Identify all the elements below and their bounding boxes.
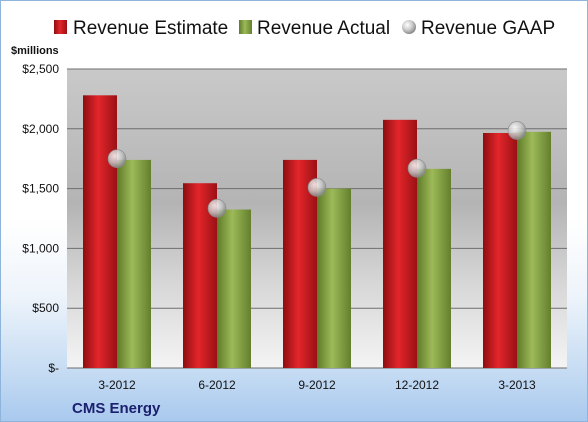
company-name: CMS Energy bbox=[72, 400, 161, 417]
x-tick-label: 3-2013 bbox=[498, 378, 536, 392]
legend-label-revenue-estimate: Revenue Estimate bbox=[73, 18, 228, 39]
bar-revenue-estimate bbox=[483, 132, 517, 368]
legend-label-revenue-gaap: Revenue GAAP bbox=[421, 18, 555, 39]
legend-label-revenue-actual: Revenue Actual bbox=[257, 18, 390, 39]
legend: Revenue Estimate Revenue Actual Revenue … bbox=[54, 18, 555, 39]
y-tick-label: $1,500 bbox=[22, 182, 59, 196]
legend-marker-revenue-gaap bbox=[402, 20, 416, 34]
x-tick-label: 6-2012 bbox=[198, 378, 236, 392]
y-tick-label: $500 bbox=[32, 301, 59, 315]
bar-revenue-estimate bbox=[83, 95, 117, 368]
x-axis-ticks: 3-2012 6-2012 9-2012 12-2012 3-2013 bbox=[98, 378, 536, 392]
x-tick-label: 3-2012 bbox=[98, 378, 136, 392]
y-axis-ticks: $- $500 $1,000 $1,500 $2,000 $2,500 bbox=[22, 62, 59, 375]
legend-swatch-revenue-actual bbox=[239, 20, 252, 34]
marker-revenue-gaap bbox=[507, 121, 527, 140]
legend-swatch-revenue-estimate bbox=[54, 20, 67, 34]
bar-revenue-actual bbox=[517, 131, 551, 368]
bar-revenue-actual bbox=[317, 188, 351, 368]
marker-revenue-gaap bbox=[307, 178, 327, 197]
bar-revenue-actual bbox=[217, 209, 251, 368]
marker-revenue-gaap bbox=[407, 158, 427, 178]
gaap-markers bbox=[107, 121, 527, 218]
bar-revenue-estimate bbox=[383, 119, 417, 368]
bar-revenue-actual bbox=[417, 168, 451, 368]
bar-revenue-actual bbox=[117, 159, 151, 368]
y-tick-label: $2,000 bbox=[22, 122, 59, 136]
x-tick-label: 12-2012 bbox=[395, 378, 439, 392]
y-tick-label: $2,500 bbox=[22, 62, 59, 76]
bars bbox=[83, 95, 551, 368]
y-tick-label: $1,000 bbox=[22, 241, 59, 255]
marker-revenue-gaap bbox=[207, 199, 227, 218]
y-axis-unit-label: $millions bbox=[11, 45, 59, 57]
x-tick-label: 9-2012 bbox=[298, 378, 336, 392]
marker-revenue-gaap bbox=[107, 149, 127, 168]
y-tick-label: $- bbox=[48, 361, 59, 375]
